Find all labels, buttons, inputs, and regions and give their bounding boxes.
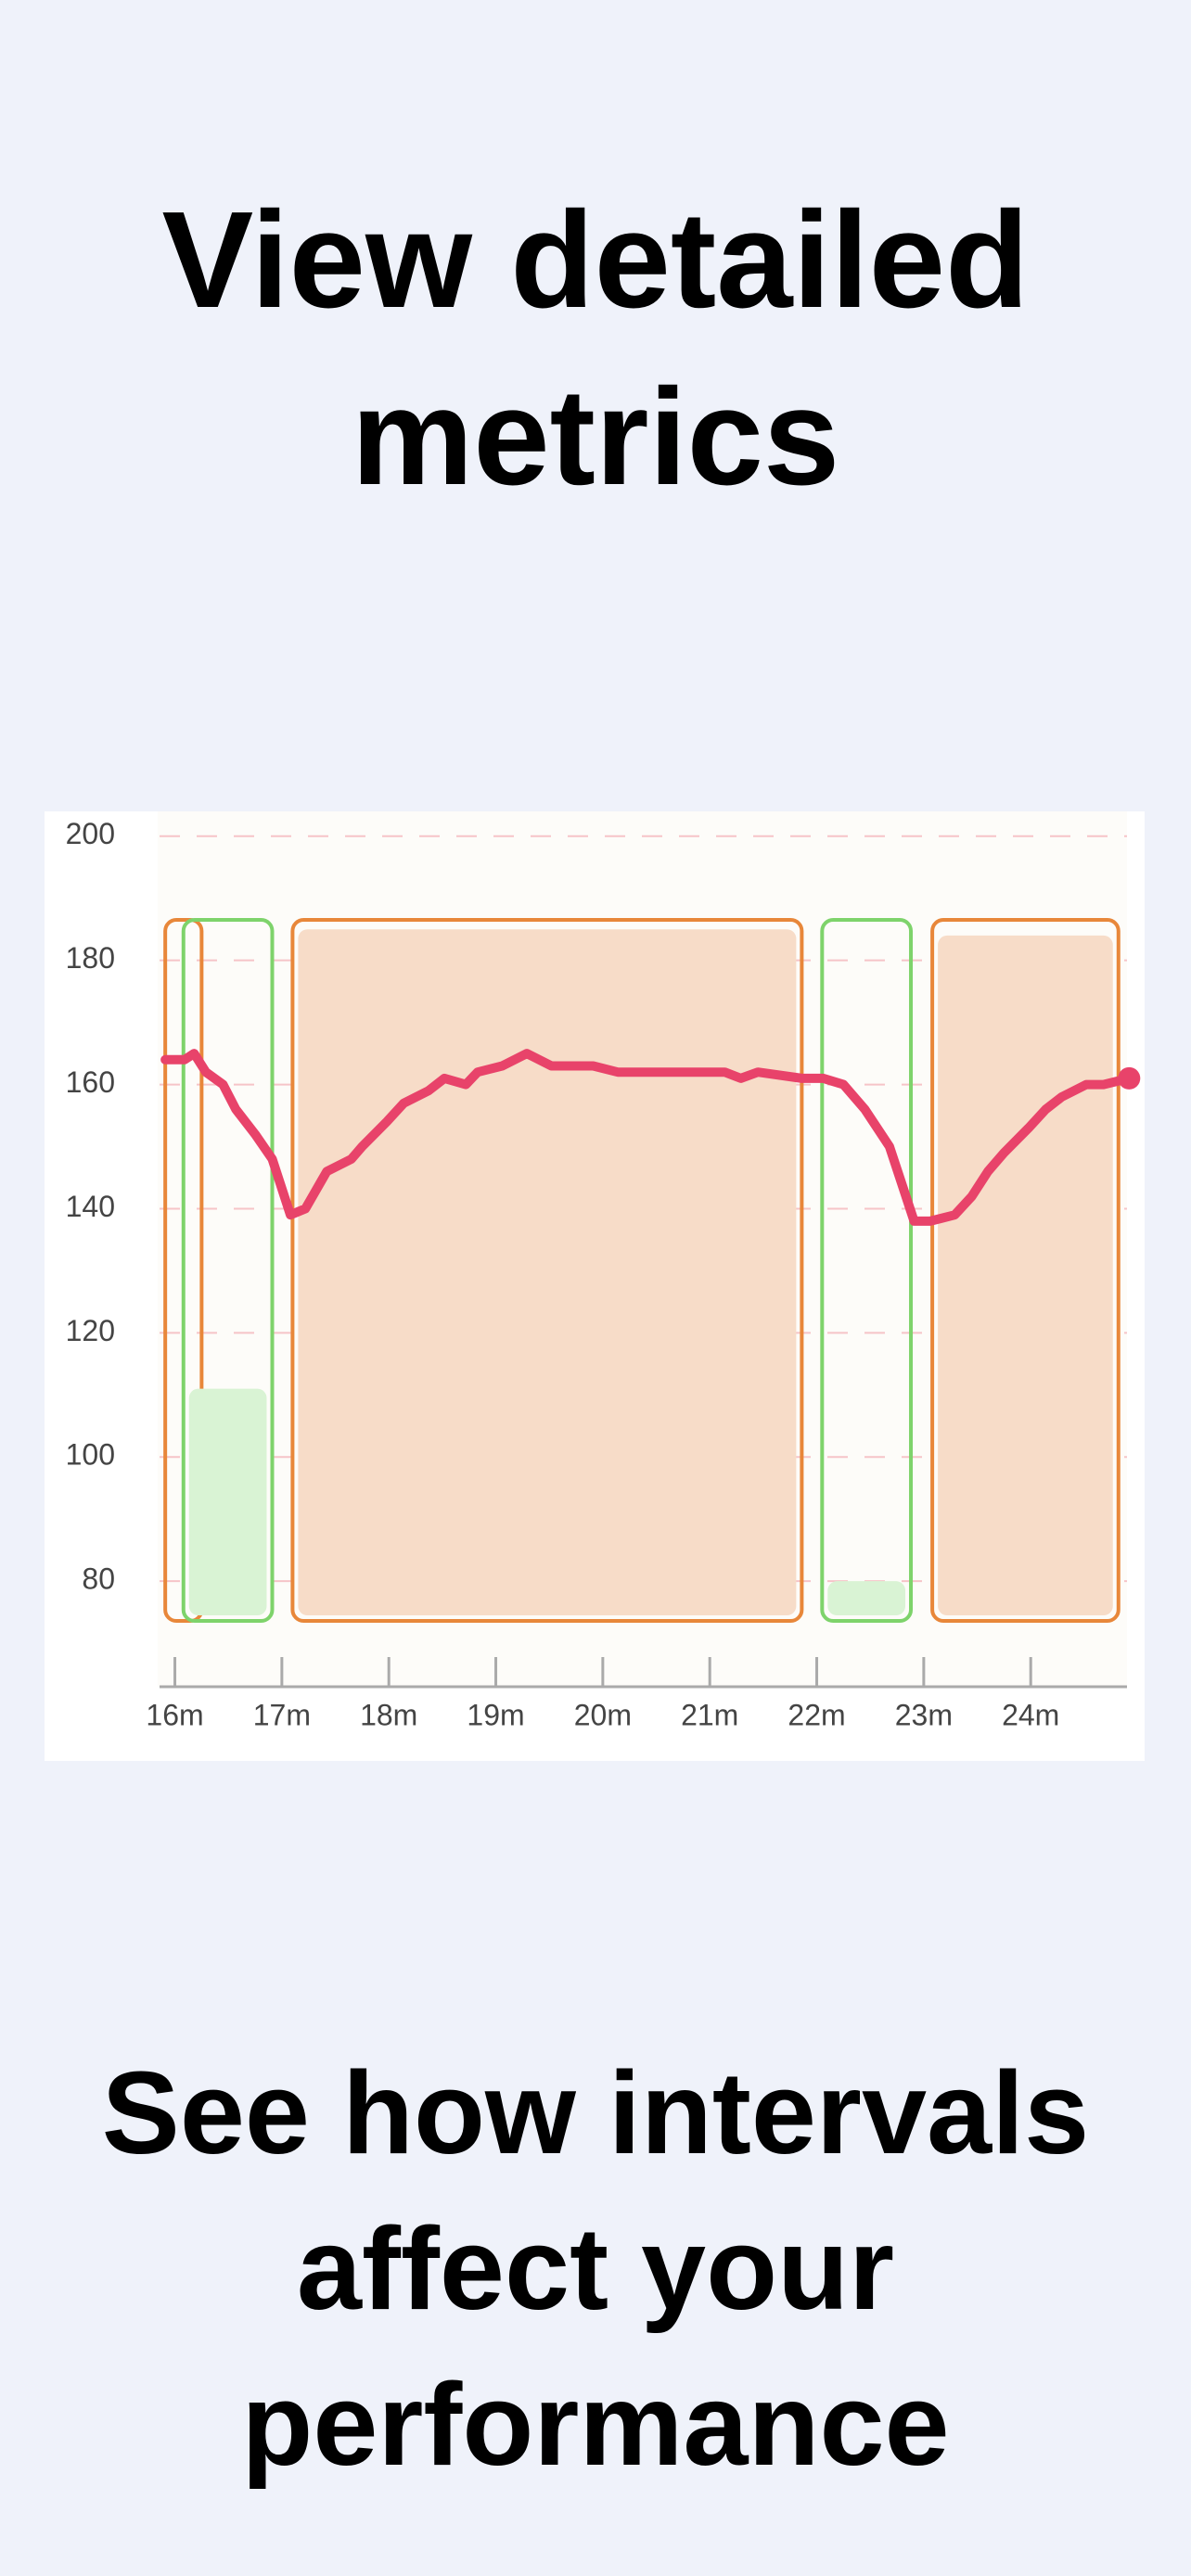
interval-fill (827, 1581, 906, 1615)
line (160, 1049, 1134, 1226)
interval-fill (188, 1388, 267, 1615)
y-tick-label: 120 (66, 1314, 115, 1347)
x-tick-label: 21m (681, 1698, 738, 1731)
interval-box (820, 918, 914, 1623)
y-tick-label: 100 (66, 1438, 115, 1472)
x-tick-label: 19m (467, 1698, 524, 1731)
end-point (1118, 1066, 1141, 1090)
y-tick-label: 140 (66, 1190, 115, 1223)
y-tick-label: 160 (66, 1065, 115, 1099)
interval-box (163, 918, 204, 1623)
y-tick-label: 80 (82, 1562, 115, 1596)
headline: See how intervals affect your performanc… (0, 2035, 1191, 2503)
x-tick-label: 22m (788, 1698, 845, 1731)
x-tick-label: 18m (360, 1698, 417, 1731)
interval-box (930, 918, 1121, 1623)
x-tick-label: 17m (253, 1698, 311, 1731)
headline-text: View detailed metrics (161, 184, 1030, 514)
interval-fill (938, 935, 1113, 1615)
y-tick-label: 200 (66, 817, 115, 850)
x-tick-label: 24m (1002, 1698, 1059, 1731)
headline: View detailed metrics (0, 172, 1191, 526)
interval-fill (298, 929, 797, 1615)
x-tick-label: 16m (146, 1698, 203, 1731)
x-tick-label: 20m (574, 1698, 632, 1731)
interval-box (181, 918, 275, 1623)
x-tick-label: 23m (895, 1698, 953, 1731)
interval-box (290, 918, 804, 1623)
headline-text: See how intervals affect your performanc… (101, 2047, 1090, 2490)
y-tick-label: 180 (66, 941, 115, 975)
